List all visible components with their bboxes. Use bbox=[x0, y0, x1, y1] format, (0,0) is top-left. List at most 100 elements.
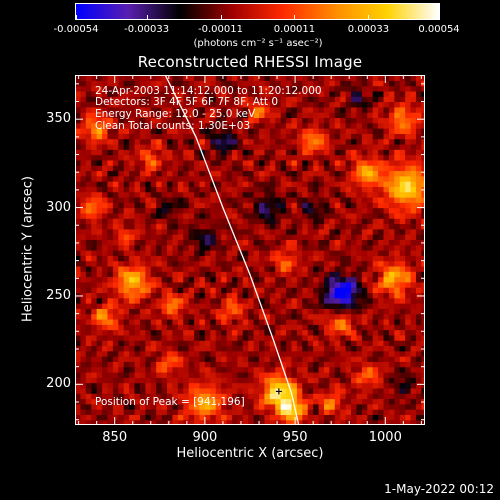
heatmap-cell bbox=[248, 207, 255, 214]
heatmap-cell bbox=[150, 165, 157, 172]
heatmap-cell bbox=[415, 234, 422, 240]
heatmap-cell bbox=[96, 117, 103, 124]
heatmap-cell bbox=[129, 181, 136, 187]
heatmap-cell bbox=[123, 212, 130, 219]
heatmap-cell bbox=[296, 281, 303, 288]
heatmap-cell bbox=[194, 313, 201, 320]
heatmap-cell bbox=[150, 133, 157, 140]
heatmap-cell bbox=[399, 308, 406, 315]
heatmap-cell bbox=[372, 96, 379, 103]
heatmap-cell bbox=[275, 138, 282, 145]
heatmap-cell bbox=[291, 414, 298, 421]
heatmap-cell bbox=[118, 80, 125, 87]
heatmap-cell bbox=[161, 414, 168, 421]
heatmap-cell bbox=[215, 260, 222, 267]
axis-ticks bbox=[75, 75, 425, 425]
heatmap-cell bbox=[329, 356, 336, 362]
heatmap-cell bbox=[102, 276, 109, 283]
heatmap-cell bbox=[75, 143, 82, 150]
heatmap-cell bbox=[210, 165, 217, 172]
heatmap-cell bbox=[318, 223, 325, 230]
heatmap-cell bbox=[318, 90, 325, 97]
heatmap-cell bbox=[378, 292, 385, 299]
heatmap-cell bbox=[421, 223, 425, 230]
heatmap-cell bbox=[139, 85, 146, 92]
heatmap-cell bbox=[410, 228, 417, 235]
heatmap-cell bbox=[248, 122, 255, 129]
heatmap-cell bbox=[172, 218, 179, 225]
heatmap-cell bbox=[248, 159, 255, 166]
heatmap-cell bbox=[112, 239, 119, 246]
heatmap-cell bbox=[248, 138, 255, 145]
heatmap-cell bbox=[291, 154, 298, 161]
heatmap-cell bbox=[415, 366, 422, 373]
heatmap-cell bbox=[405, 112, 412, 119]
heatmap-cell bbox=[280, 403, 287, 410]
heatmap-cell bbox=[264, 90, 271, 97]
heatmap-cell bbox=[345, 297, 352, 304]
heatmap-cell bbox=[210, 239, 217, 246]
heatmap-cell bbox=[221, 181, 228, 187]
heatmap-cell bbox=[194, 287, 201, 294]
heatmap-cell bbox=[139, 170, 146, 177]
heatmap-cell bbox=[134, 340, 141, 347]
heatmap-cell bbox=[313, 265, 320, 272]
heatmap-cell bbox=[356, 318, 363, 325]
heatmap-cell bbox=[112, 149, 119, 156]
colorbar-units: (photons cm⁻² s⁻¹ asec⁻²) bbox=[193, 38, 323, 49]
heatmap-cell bbox=[394, 350, 401, 357]
heatmap-cell bbox=[394, 181, 401, 187]
heatmap-cell bbox=[323, 196, 330, 203]
heatmap-cell bbox=[150, 265, 157, 272]
heatmap-cell bbox=[399, 303, 406, 309]
heatmap-cell bbox=[156, 324, 163, 331]
heatmap-cell bbox=[356, 377, 363, 384]
heatmap-cell bbox=[150, 303, 157, 309]
heatmap-cell bbox=[194, 85, 201, 92]
heatmap-cell bbox=[221, 149, 228, 156]
heatmap-cell bbox=[80, 154, 87, 161]
heatmap-cell bbox=[172, 398, 179, 405]
heatmap-cell bbox=[215, 165, 222, 172]
heatmap-cell bbox=[351, 345, 358, 352]
heatmap-cell bbox=[215, 409, 222, 415]
heatmap-cell bbox=[91, 122, 98, 129]
heatmap-cell bbox=[410, 361, 417, 368]
heatmap-cell bbox=[264, 292, 271, 299]
heatmap-cell bbox=[199, 371, 206, 378]
heatmap-cell bbox=[150, 356, 157, 362]
heatmap-cell bbox=[118, 324, 125, 331]
heatmap-cell bbox=[156, 287, 163, 294]
heatmap-cell bbox=[372, 366, 379, 373]
heatmap-cell bbox=[188, 303, 195, 309]
heatmap-cell bbox=[204, 356, 211, 362]
heatmap-cell bbox=[112, 303, 119, 309]
heatmap-cell bbox=[123, 393, 130, 400]
heatmap-cell bbox=[275, 234, 282, 240]
heatmap-cell bbox=[215, 419, 222, 425]
heatmap-cell bbox=[204, 382, 211, 389]
heatmap-cell bbox=[237, 350, 244, 357]
heatmap-cell bbox=[302, 350, 309, 357]
heatmap-cell bbox=[210, 143, 217, 150]
heatmap-cell bbox=[275, 165, 282, 172]
heatmap-cell bbox=[221, 292, 228, 299]
heatmap-cell bbox=[378, 202, 385, 209]
heatmap-cell bbox=[183, 382, 190, 389]
heatmap-cell bbox=[334, 149, 341, 156]
heatmap-cell bbox=[183, 96, 190, 103]
heatmap-cell bbox=[221, 218, 228, 225]
heatmap-cell bbox=[253, 303, 260, 309]
heatmap-cell bbox=[242, 106, 249, 113]
heatmap-cell bbox=[378, 218, 385, 225]
heatmap-cell bbox=[226, 387, 233, 394]
heatmap-cell bbox=[361, 234, 368, 240]
heatmap-cell bbox=[226, 117, 233, 124]
heatmap-cell bbox=[167, 340, 174, 347]
heatmap-cell bbox=[323, 228, 330, 235]
heatmap-cell bbox=[221, 265, 228, 272]
heatmap-cell bbox=[291, 271, 298, 278]
heatmap-cell bbox=[167, 202, 174, 209]
heatmap-cell bbox=[361, 260, 368, 267]
heatmap-cell bbox=[188, 106, 195, 113]
